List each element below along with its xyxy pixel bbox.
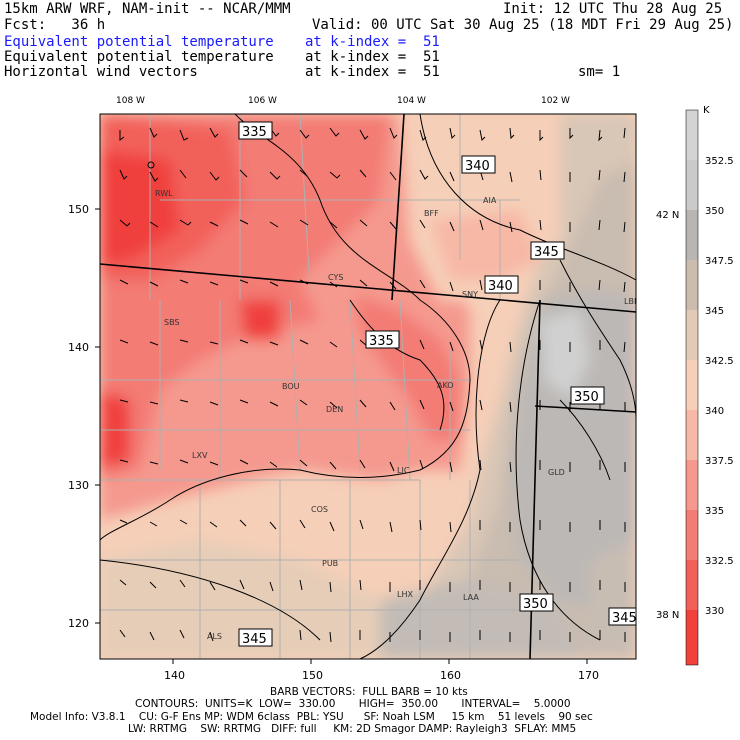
- physics-info: LW: RRTMG SW: RRTMG DIFF: full KM: 2D Sm…: [128, 723, 577, 735]
- state-borders: [100, 114, 636, 659]
- valid-time: Valid: 00 UTC Sat 30 Aug 25 (18 MDT Fri …: [312, 17, 734, 33]
- lon-102w: 102 W: [541, 96, 570, 106]
- cb-352-5: 352.5: [705, 156, 734, 167]
- station-lic: LIC: [397, 466, 410, 475]
- cb-347-5: 347.5: [705, 256, 734, 267]
- level-line-1: at k-index = 51: [305, 34, 440, 50]
- station-cys: CYS: [328, 273, 343, 282]
- contour-label-350a: 350: [574, 390, 599, 405]
- field-line-2: Equivalent potential temperature: [4, 49, 274, 65]
- cb-335: 335: [705, 506, 724, 517]
- lat-38n: 38 N: [656, 610, 679, 621]
- station-ids: RWL CYS AIA BFF SNY LBF SBS BOU DEN AKO …: [147, 161, 639, 641]
- longitude-labels: 108 W 106 W 104 W 102 W: [116, 96, 570, 106]
- y-grid-ticks: [95, 208, 100, 624]
- model-info: Model Info: V3.8.1 CU: G-F Ens MP: WDM 6…: [30, 711, 593, 723]
- barb-info: BARB VECTORS: FULL BARB = 10 kts: [270, 686, 468, 698]
- latitude-labels: 42 N 40 N 38 N: [656, 210, 679, 621]
- lon-108w: 108 W: [116, 96, 145, 106]
- field-line-1: Equivalent potential temperature: [4, 34, 274, 50]
- lat-40n: 40 N: [656, 408, 679, 419]
- cb-337-5: 337.5: [705, 456, 734, 467]
- county-lines: [100, 114, 520, 659]
- level-line-3: at k-index = 51: [305, 64, 440, 80]
- xtick-160: 160: [440, 669, 461, 682]
- station-ako: AKO: [437, 381, 454, 390]
- contour-label-345a: 345: [534, 245, 559, 260]
- contour-labels: 335 340 345 340 335 350 350 345 345: [238, 121, 637, 647]
- contour-label-335a: 335: [242, 125, 267, 140]
- station-lhx: LHX: [397, 590, 413, 599]
- cb-345: 345: [705, 306, 724, 317]
- station-bou: BOU: [282, 382, 300, 391]
- xtick-170: 170: [578, 669, 599, 682]
- x-tick-labels: 140 150 160 170: [164, 669, 599, 682]
- station-sbs: SBS: [164, 318, 180, 327]
- wind-barbs: [119, 127, 626, 643]
- contour-label-350b: 350: [523, 597, 548, 612]
- colorbar: K 352.5 350 347.5 345 342.5 340 337.5 33…: [685, 105, 734, 666]
- ytick-120: 120: [68, 617, 89, 630]
- contour-label-335b: 335: [369, 334, 394, 349]
- theta-e-shading: RWL CYS AIA BFF SNY LBF SBS BOU DEN AKO …: [100, 114, 639, 659]
- cb-340: 340: [705, 406, 724, 417]
- contour-label-345c: 345: [242, 632, 267, 647]
- lon-104w: 104 W: [397, 96, 426, 106]
- ytick-130: 130: [68, 479, 89, 492]
- station-cos: COS: [311, 505, 328, 514]
- xtick-140: 140: [164, 669, 185, 682]
- ytick-140: 140: [68, 341, 89, 354]
- station-den: DEN: [326, 405, 343, 414]
- station-gld: GLD: [548, 468, 565, 477]
- cb-350: 350: [705, 206, 724, 217]
- cb-342-5: 342.5: [705, 356, 734, 367]
- ytick-150: 150: [68, 203, 89, 216]
- init-time: Init: 12 UTC Thu 28 Aug 25: [503, 1, 723, 17]
- contour-label-345b: 345: [612, 611, 637, 626]
- cb-330: 330: [705, 606, 724, 617]
- xtick-150: 150: [302, 669, 323, 682]
- smoothing-label: sm= 1: [578, 64, 621, 80]
- level-line-2: at k-index = 51: [305, 49, 440, 65]
- station-rwl: RWL: [155, 189, 173, 198]
- model-title: 15km ARW WRF, NAM-init -- NCAR/MMM: [4, 1, 291, 17]
- lat-42n: 42 N: [656, 210, 679, 221]
- colorbar-unit: K: [703, 105, 710, 116]
- contour-label-340a: 340: [465, 159, 490, 174]
- map-frame: [99, 113, 637, 660]
- station-als: ALS: [207, 632, 222, 641]
- contour-info: CONTOURS: UNITS=K LOW= 330.00 HIGH= 350.…: [135, 698, 571, 710]
- theta-e-contours: [100, 114, 636, 659]
- field-line-3: Horizontal wind vectors: [4, 64, 198, 80]
- station-lbf: LBF: [624, 297, 639, 306]
- forecast-hour: Fcst: 36 h: [4, 17, 106, 33]
- station-sny: SNY: [462, 290, 478, 299]
- station-pub: PUB: [322, 559, 338, 568]
- station-laa: LAA: [463, 593, 479, 602]
- station-bff: BFF: [424, 209, 439, 218]
- x-grid-ticks: [172, 659, 588, 664]
- cb-332-5: 332.5: [705, 556, 734, 567]
- station-aia: AIA: [483, 196, 497, 205]
- lon-106w: 106 W: [248, 96, 277, 106]
- contour-label-340b: 340: [488, 279, 513, 294]
- y-tick-labels: 150 140 130 120: [68, 203, 89, 630]
- station-lxv: LXV: [192, 451, 208, 460]
